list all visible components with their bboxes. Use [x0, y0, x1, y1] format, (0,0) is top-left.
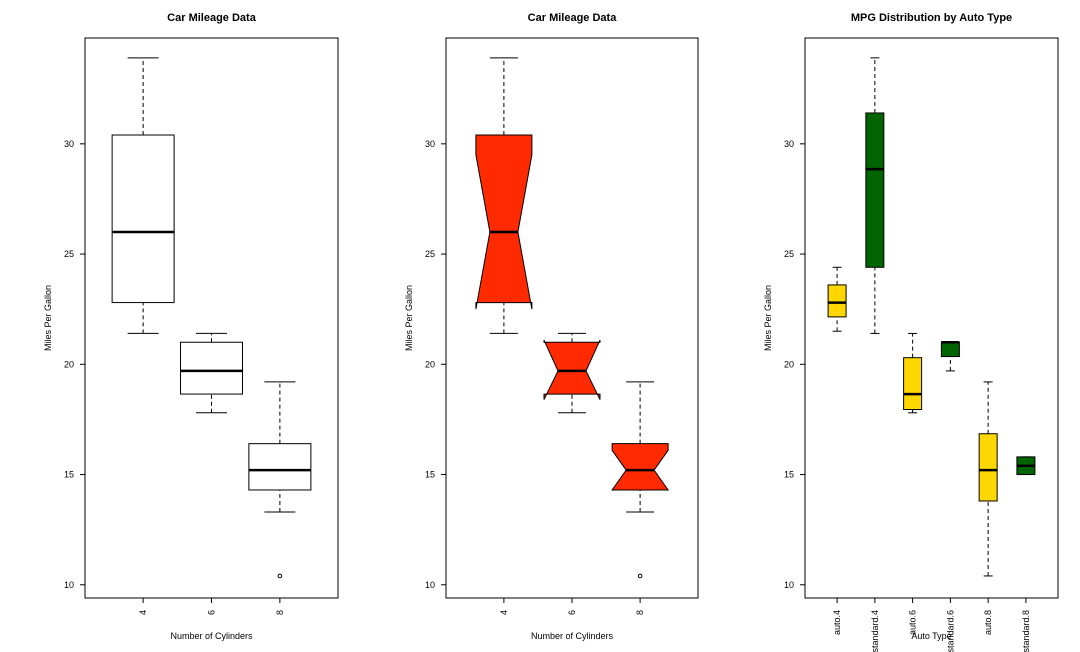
- x-tick-label: 4: [499, 610, 509, 615]
- box-body: [865, 112, 885, 268]
- box-body: [903, 357, 923, 410]
- y-tick-label: 15: [784, 470, 794, 480]
- box-body: [248, 443, 312, 491]
- box-4: [475, 57, 533, 334]
- y-axis-label: Miles Per Gallon: [43, 285, 53, 351]
- box-6: [180, 332, 243, 414]
- x-tick-label: 6: [567, 610, 577, 615]
- chart-title: MPG Distribution by Auto Type: [851, 12, 1012, 24]
- box-8: [248, 381, 312, 579]
- box-body: [180, 341, 243, 395]
- y-tick-label: 10: [64, 580, 74, 590]
- box-body: [111, 134, 175, 304]
- plot-frame: [804, 37, 1059, 599]
- x-tick-label: standard.6: [945, 610, 955, 652]
- box-body: [978, 433, 998, 502]
- box-auto.4: [827, 266, 847, 332]
- box-standard.6: [940, 341, 960, 372]
- y-tick-label: 15: [64, 470, 74, 480]
- y-tick-label: 10: [425, 580, 435, 590]
- x-tick-label: 4: [138, 610, 148, 615]
- box-standard.8: [1016, 456, 1036, 476]
- y-tick-label: 25: [425, 249, 435, 259]
- y-axis-label: Miles Per Gallon: [763, 285, 773, 351]
- plot-frame: [84, 37, 339, 599]
- box-standard.4: [865, 57, 885, 334]
- chart-title: Car Mileage Data: [528, 12, 618, 24]
- x-axis-label: Number of Cylinders: [170, 631, 253, 641]
- y-tick-label: 25: [784, 249, 794, 259]
- y-tick-label: 25: [64, 249, 74, 259]
- chart-panel-3: MPG Distribution by Auto Type 10 15 20 25 30 M…: [763, 12, 1059, 652]
- y-tick-label: 10: [784, 580, 794, 590]
- y-axis-label: Miles Per Gallon: [404, 285, 414, 351]
- chart-title: Car Mileage Data: [167, 12, 257, 24]
- y-tick-label: 30: [784, 139, 794, 149]
- x-tick-label: standard.4: [870, 610, 880, 652]
- box-auto.6: [903, 332, 923, 414]
- y-tick-label: 30: [64, 139, 74, 149]
- y-tick-label: 20: [784, 359, 794, 369]
- box-4: [111, 57, 175, 334]
- x-tick-label: auto.4: [832, 610, 842, 635]
- x-tick-label: 6: [207, 610, 217, 615]
- box-body: [611, 443, 670, 491]
- plot-frame: [445, 37, 699, 599]
- x-axis-label: Auto Type: [911, 631, 951, 641]
- x-tick-label: standard.8: [1021, 610, 1031, 652]
- outlier-point: [277, 573, 283, 579]
- box-body: [940, 341, 960, 358]
- y-tick-label: 30: [425, 139, 435, 149]
- y-tick-label: 20: [425, 359, 435, 369]
- chart-panel-2: Car Mileage Data 10 15 20 25 30 Miles Per Gall…: [404, 12, 699, 641]
- y-tick-label: 15: [425, 470, 435, 480]
- box-6: [543, 332, 601, 414]
- box-8: [611, 381, 670, 579]
- box-body: [827, 284, 847, 318]
- x-tick-label: 8: [635, 610, 645, 615]
- y-tick-label: 20: [64, 359, 74, 369]
- x-tick-label: auto.6: [908, 610, 918, 635]
- box-auto.8: [978, 381, 998, 577]
- box-body: [475, 134, 533, 310]
- chart-panel-1: Car Mileage Data 10 15 20 25 30 Miles Per Gall…: [43, 12, 339, 641]
- x-tick-label: 8: [275, 610, 285, 615]
- outlier-point: [637, 573, 643, 579]
- x-tick-label: auto.8: [983, 610, 993, 635]
- x-axis-label: Number of Cylinders: [531, 631, 614, 641]
